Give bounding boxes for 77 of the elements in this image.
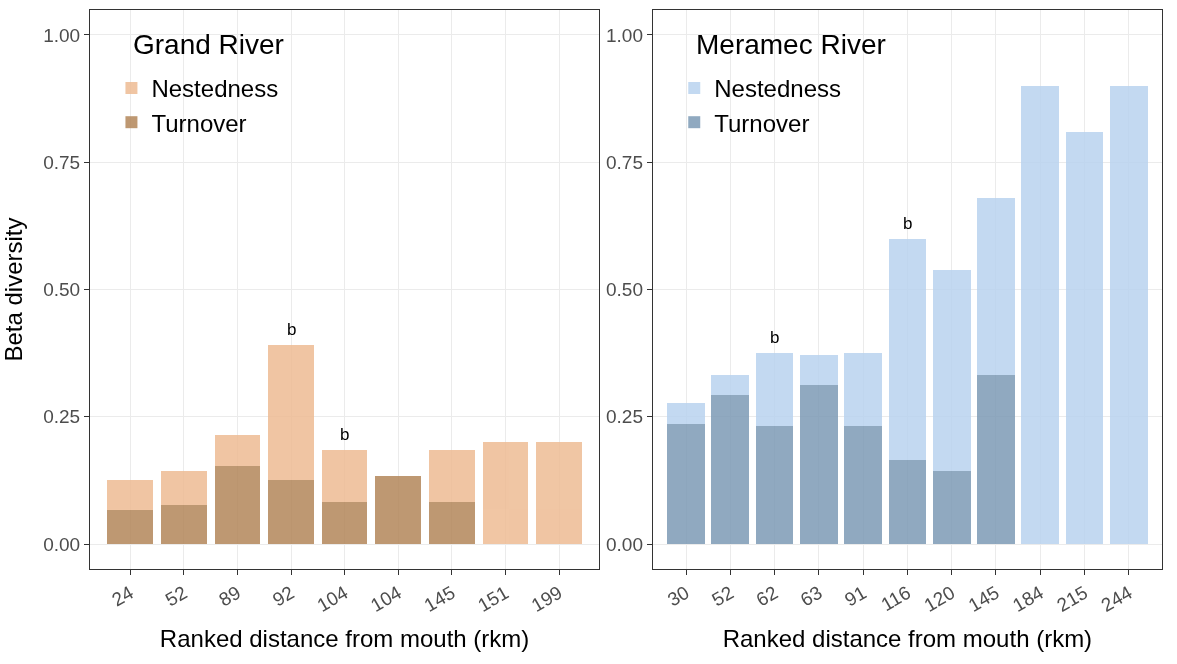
annotation: b [340,425,350,444]
legend-label: Nestedness [151,75,279,103]
y-tick-label: 0.50 [43,279,81,301]
y-tick-label: 0.25 [43,406,81,428]
bar [800,385,838,545]
bar [711,374,750,395]
bar [214,435,261,466]
y-axis-title: Beta diversity [0,217,27,362]
x-tick-label: 62 [752,581,782,611]
x-tick-label: 104 [366,581,406,616]
annotation: b [287,320,297,339]
legend-label: Nestedness [714,75,841,103]
bar [268,480,314,545]
y-tick-label: 1.00 [606,24,643,46]
bar [161,471,207,505]
bar [1021,85,1060,545]
y-tick-label: 1.00 [43,24,81,46]
text: Meramec River [696,29,886,60]
legend-label: Turnover [151,109,247,137]
x-tick-label: 145 [420,581,459,616]
x-axis-title: Ranked distance from mouth (rkm) [722,625,1093,653]
x-tick-label: 151 [474,581,513,616]
bar [755,353,794,427]
bar [429,450,475,502]
text: Grand River [133,29,284,60]
legend-label: Turnover [714,109,810,137]
x-tick-label: 184 [1009,581,1048,616]
bar [1065,132,1104,545]
bar [667,424,705,545]
x-tick-label: 244 [1097,581,1136,616]
bar [429,501,475,545]
x-tick-label: 52 [708,581,738,611]
x-tick-label: 199 [527,581,566,616]
y-tick-label: 0.25 [606,406,643,428]
y-tick-label: 0.00 [43,533,81,555]
bar [214,465,261,545]
bar [888,238,927,460]
bar [932,471,971,545]
x-tick-label: 63 [796,581,826,611]
bar [268,344,314,481]
x-tick-label: 89 [215,581,245,611]
bar [107,509,153,545]
bar [977,197,1015,375]
x-tick-label: 91 [841,581,870,611]
bar [977,374,1015,545]
bar [161,504,207,545]
bar [536,442,582,545]
x-tick-label: 104 [313,581,352,616]
y-tick-label: 0.75 [43,151,81,173]
bar [755,426,794,545]
bar [844,426,882,545]
x-tick-label: 24 [108,581,138,611]
bar [321,450,368,502]
bar [844,353,882,427]
bar [888,459,927,545]
y-tick-label: 0.00 [606,533,643,555]
x-tick-label: 215 [1053,581,1092,616]
x-tick-label: 145 [964,581,1003,616]
bar [375,476,421,545]
x-tick-label: 120 [920,581,959,616]
x-tick-label: 92 [268,581,298,611]
x-tick-label: 116 [877,581,915,616]
bar [107,479,153,510]
bar [711,394,750,545]
bar [321,501,368,545]
annotation: b [903,214,913,233]
annotation: b [770,328,780,347]
y-tick-label: 0.75 [606,151,643,173]
bar [800,355,838,386]
bar [667,402,705,425]
bar [1109,85,1148,545]
x-tick-label: 52 [161,581,191,611]
y-tick-label: 0.50 [606,279,643,301]
x-axis-title: Ranked distance from mouth (rkm) [159,625,530,653]
bar [932,269,971,472]
x-tick-label: 30 [663,581,693,611]
bar [482,442,529,545]
